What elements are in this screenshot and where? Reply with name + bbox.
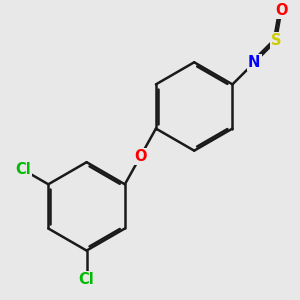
Text: O: O [134, 149, 147, 164]
Text: Cl: Cl [79, 272, 94, 287]
Text: S: S [271, 33, 281, 48]
Text: O: O [275, 3, 287, 18]
Text: Cl: Cl [16, 162, 31, 177]
Text: N: N [248, 55, 260, 70]
